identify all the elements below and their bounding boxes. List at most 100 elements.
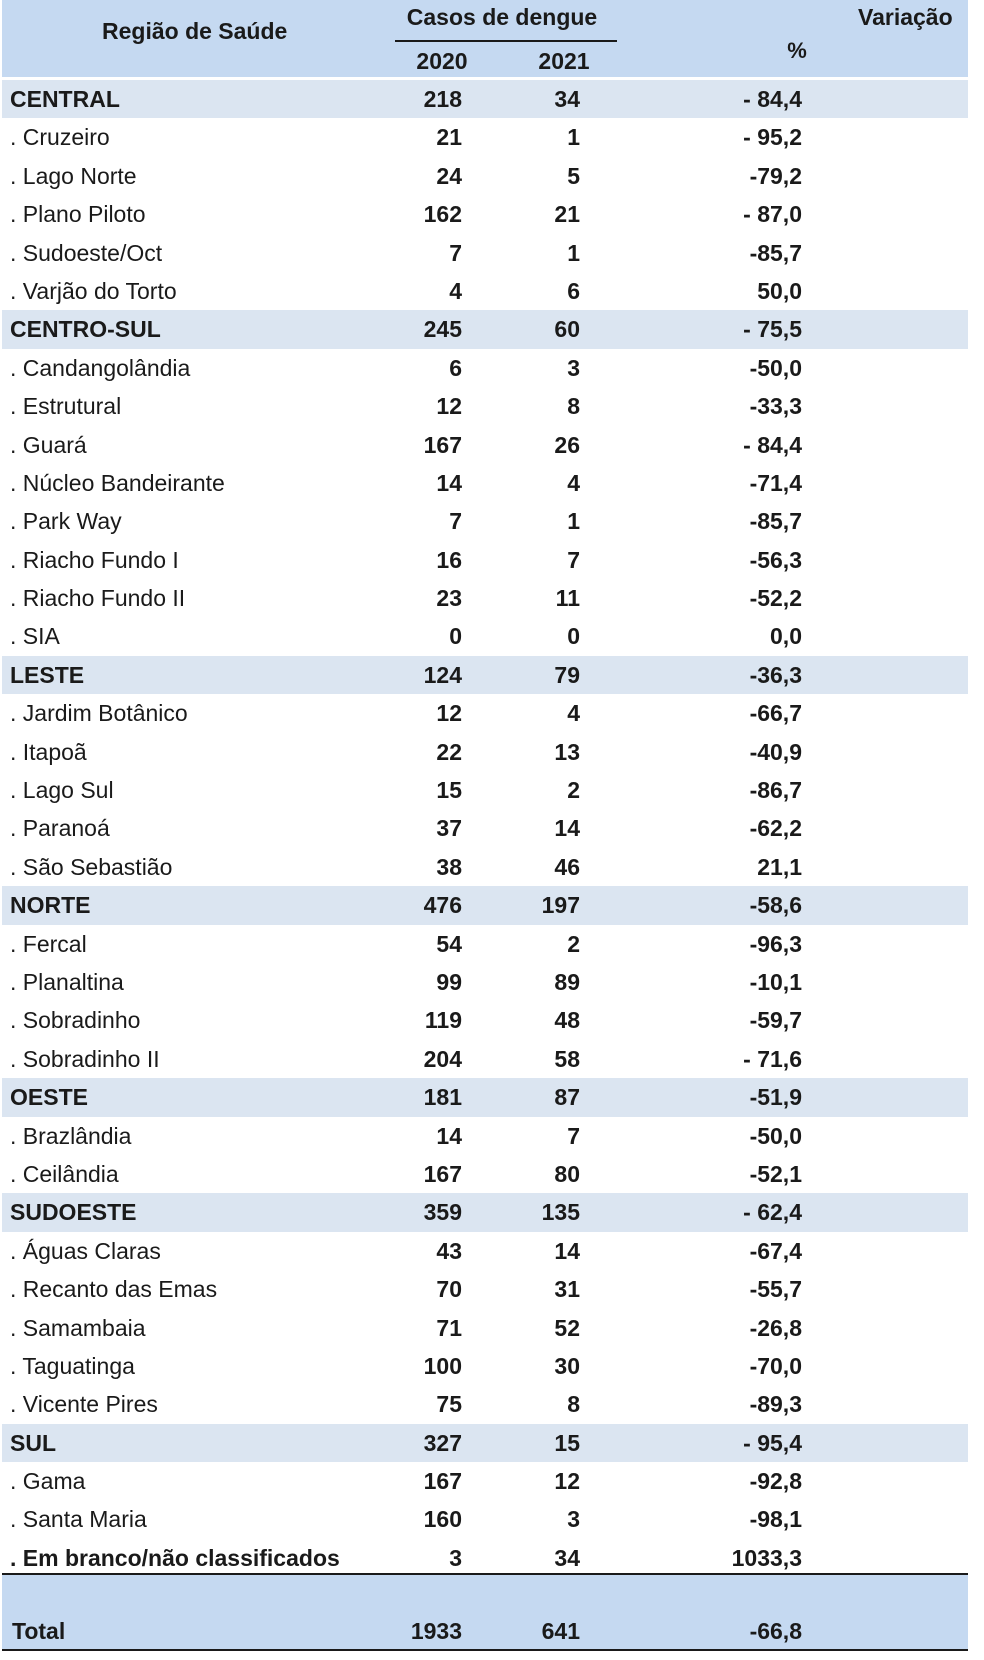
row-name: OESTE	[10, 1084, 88, 1111]
row-name: . Sobradinho II	[10, 1045, 160, 1072]
cases-2020: 0	[449, 623, 462, 650]
cases-2021: 46	[554, 853, 580, 880]
cases-2020: 3	[449, 1544, 462, 1571]
table-row: . Candangolândia 6 3 -50,0	[2, 349, 968, 387]
variation-percent: -70,0	[749, 1352, 802, 1379]
variation-percent: - 95,2	[743, 124, 802, 151]
cases-2021: 89	[554, 968, 580, 995]
total-label: Total	[12, 1618, 66, 1644]
total-2021: 641	[541, 1618, 580, 1644]
row-name: . Santa Maria	[10, 1506, 147, 1533]
row-name: CENTRO-SUL	[10, 316, 161, 343]
row-name: SUL	[10, 1429, 56, 1456]
variation-percent: -58,6	[749, 892, 802, 919]
variation-percent: -50,0	[749, 1122, 802, 1149]
table-row: . SIA 0 0 0,0	[2, 617, 968, 655]
cases-2020: 54	[436, 930, 462, 957]
region-row: OESTE 181 87 -51,9	[2, 1078, 968, 1117]
header-underline	[395, 40, 617, 42]
cases-column-header: Casos de dengue	[406, 4, 598, 30]
table-row: . Varjão do Torto 4 6 50,0	[2, 272, 968, 310]
cases-2021: 1	[567, 124, 580, 151]
cases-2021: 34	[554, 86, 580, 112]
variation-percent: -33,3	[749, 393, 802, 420]
cases-2020: 12	[436, 393, 462, 420]
cases-2021: 79	[554, 661, 580, 688]
row-name: . Núcleo Bandeirante	[10, 469, 225, 496]
cases-2021: 5	[567, 162, 580, 189]
cases-2021: 52	[554, 1314, 580, 1341]
cases-2020: 167	[423, 1160, 462, 1187]
cases-2020: 204	[423, 1045, 462, 1072]
cases-2021: 7	[567, 1122, 580, 1149]
variation-percent: -10,1	[749, 968, 802, 995]
cases-2021: 135	[541, 1199, 580, 1226]
cases-2021: 197	[541, 892, 580, 919]
variation-percent: -85,7	[749, 239, 802, 266]
table-row: . Em branco/não classificados 3 34 1033,3	[2, 1539, 968, 1577]
row-name: . São Sebastião	[10, 853, 173, 880]
row-name: . Planaltina	[10, 968, 124, 995]
row-name: . Sudoeste/Oct	[10, 239, 163, 266]
cases-2020: 38	[436, 853, 462, 880]
table-row: . São Sebastião 38 46 21,1	[2, 848, 968, 886]
table-row: . Itapoã 22 13 -40,9	[2, 733, 968, 771]
cases-2021: 2	[567, 777, 580, 804]
cases-2021: 6	[567, 277, 580, 304]
cases-2021: 26	[554, 431, 580, 458]
row-name: . Estrutural	[10, 393, 122, 420]
cases-2020: 23	[436, 585, 462, 612]
row-name: . Gama	[10, 1468, 86, 1495]
variation-percent: - 84,4	[743, 431, 802, 458]
cases-2020: 71	[436, 1314, 462, 1341]
cases-2021: 8	[567, 1391, 580, 1418]
table-row: . Ceilândia 167 80 -52,1	[2, 1155, 968, 1193]
cases-2021: 15	[554, 1429, 580, 1456]
table-row: . Lago Sul 15 2 -86,7	[2, 771, 968, 809]
cases-2021: 7	[567, 546, 580, 573]
cases-2020: 476	[423, 892, 462, 919]
variation-percent: -59,7	[749, 1007, 802, 1034]
variation-percent: -56,3	[749, 546, 802, 573]
cases-2020: 70	[436, 1276, 462, 1303]
cases-2020: 167	[423, 431, 462, 458]
row-name: SUDOESTE	[10, 1199, 137, 1226]
cases-2021: 4	[567, 469, 580, 496]
cases-2020: 327	[423, 1429, 462, 1456]
row-name: . Fercal	[10, 930, 87, 957]
table-row: . Guará 167 26 - 84,4	[2, 426, 968, 464]
variation-percent: -40,9	[749, 738, 802, 765]
table-row: . Brazlândia 14 7 -50,0	[2, 1117, 968, 1155]
variation-percent: -52,2	[749, 585, 802, 612]
cases-2020: 14	[436, 1122, 462, 1149]
row-name: CENTRAL	[10, 86, 120, 112]
table-row: . Riacho Fundo I 16 7 -56,3	[2, 541, 968, 579]
variation-percent: 21,1	[757, 853, 802, 880]
total-row: Total 1933 641 -66,8	[2, 1573, 968, 1651]
cases-2021: 80	[554, 1160, 580, 1187]
table-row: . Sobradinho 119 48 -59,7	[2, 1001, 968, 1039]
variation-percent: -98,1	[749, 1506, 802, 1533]
cases-2021: 30	[554, 1352, 580, 1379]
variation-percent: -52,1	[749, 1160, 802, 1187]
table-row: . Núcleo Bandeirante 14 4 -71,4	[2, 464, 968, 502]
row-name: . Ceilândia	[10, 1160, 119, 1187]
cases-2020: 359	[423, 1199, 462, 1226]
cases-2020: 12	[436, 700, 462, 727]
region-row: SUL 327 15 - 95,4	[2, 1423, 968, 1463]
row-name: . Park Way	[10, 508, 122, 535]
variation-percent: -67,4	[749, 1237, 802, 1264]
table-row: . Sudoeste/Oct 7 1 -85,7	[2, 234, 968, 272]
cases-2020: 14	[436, 469, 462, 496]
variation-percent: -89,3	[749, 1391, 802, 1418]
row-name: . Riacho Fundo I	[10, 546, 179, 573]
row-name: . Guará	[10, 431, 87, 458]
row-name: . Samambaia	[10, 1314, 146, 1341]
cases-2020: 15	[436, 777, 462, 804]
table-row: . Paranoá 37 14 -62,2	[2, 809, 968, 847]
cases-2020: 160	[423, 1506, 462, 1533]
cases-2021: 2	[567, 930, 580, 957]
cases-2020: 99	[436, 968, 462, 995]
variation-percent: -85,7	[749, 508, 802, 535]
cases-2020: 218	[423, 86, 462, 112]
